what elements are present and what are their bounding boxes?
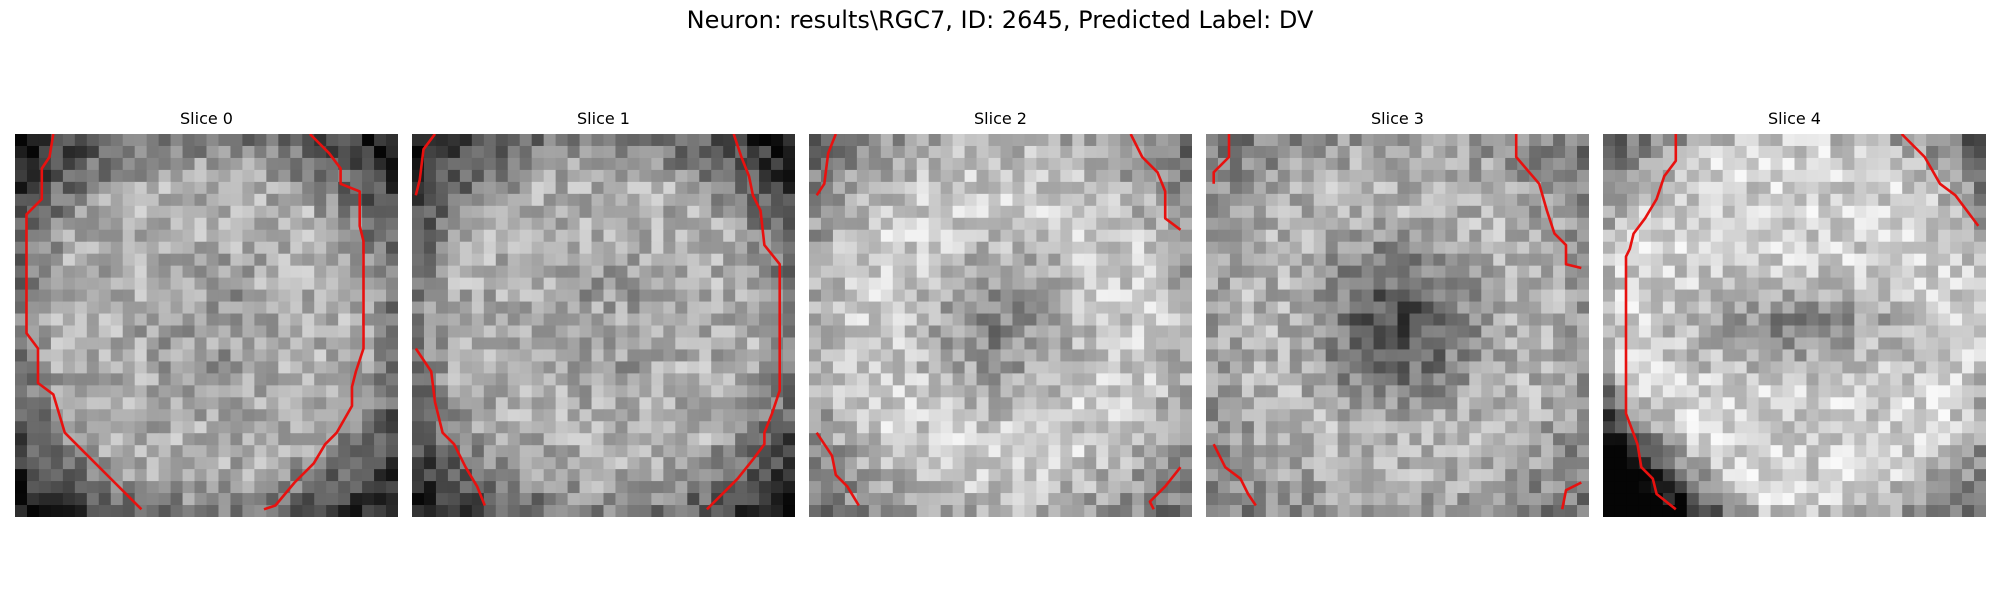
slice-panel-1: Slice 1 [412,108,795,517]
contour-line [1900,134,1980,227]
pixel-grid [412,134,795,517]
slice-panel-2: Slice 2 [809,108,1192,517]
slice-image-0 [15,134,398,517]
slice-panel-3: Slice 3 [1206,108,1589,517]
pixel-grid [15,134,398,517]
slice-title-1: Slice 1 [577,109,630,128]
contour-line [1212,443,1257,507]
slice-image-3 [1206,134,1589,517]
slice-image-4 [1603,134,1986,517]
slice-panel-0: Slice 0 [15,108,398,517]
contour-line [414,134,437,196]
figure-title: Neuron: results\RGC7, ID: 2645, Predicte… [686,6,1314,34]
contour-line [815,431,860,507]
contour-line [1560,481,1582,510]
slice-title-3: Slice 3 [1371,109,1424,128]
slice-title-0: Slice 0 [180,109,233,128]
slice-title-4: Slice 4 [1768,109,1821,128]
slice-image-2 [809,134,1192,517]
contour-line [815,134,838,197]
contour-line [263,134,365,511]
contour-line [25,134,143,511]
pixel-grid [809,134,1192,517]
contour-line [705,134,782,511]
slice-panel-4: Slice 4 [1603,108,1986,517]
contour-line [1129,134,1182,231]
slice-image-1 [412,134,795,517]
contour-line [1624,134,1678,511]
contour-line [1148,466,1182,510]
slice-title-2: Slice 2 [974,109,1027,128]
contour-line [1212,134,1231,184]
pixel-grid [1206,134,1589,517]
contour-line [1514,134,1582,270]
contour-line [414,347,487,506]
